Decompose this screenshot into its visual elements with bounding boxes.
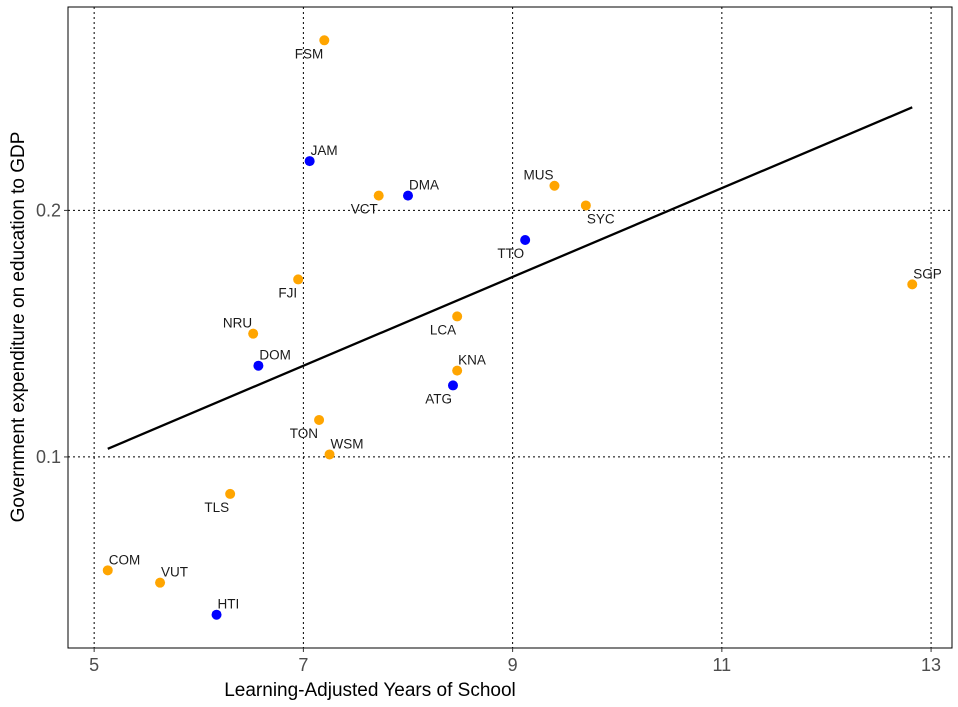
x-axis-ticks: 5 7 9 11 13	[89, 648, 941, 675]
x-tick-label: 5	[89, 655, 99, 675]
point-dma	[403, 190, 413, 201]
plot-panel	[67, 6, 953, 649]
point-labels-group: FSM JAM DMA VCT MUS SYC TTO SGP FJI LCA NRU DOM KNA A…	[109, 46, 942, 611]
point-label-dma: DMA	[409, 178, 439, 193]
point-label-tls: TLS	[204, 500, 229, 515]
y-tick-label: 0.1	[36, 447, 61, 467]
y-axis-ticks: 0.1 0.2	[36, 200, 68, 467]
point-com	[102, 565, 113, 576]
point-label-dom: DOM	[259, 348, 291, 363]
point-label-tto: TTO	[497, 246, 524, 261]
point-hti	[211, 609, 222, 620]
fit-line-group	[107, 106, 913, 450]
point-nru	[248, 328, 259, 339]
point-label-fji: FJI	[278, 285, 297, 300]
x-tick-label: 7	[298, 655, 308, 675]
point-jam	[304, 156, 315, 167]
point-label-lca: LCA	[430, 322, 456, 337]
point-ton	[314, 414, 325, 425]
x-axis-title: Learning-Adjusted Years of School	[224, 680, 516, 701]
point-tto	[520, 234, 531, 245]
point-label-ton: TON	[290, 426, 318, 441]
point-label-syc: SYC	[587, 211, 615, 226]
point-label-mus: MUS	[523, 168, 553, 183]
x-tick-label: 13	[921, 655, 941, 675]
point-label-fsm: FSM	[295, 46, 324, 61]
point-tls	[225, 488, 236, 499]
point-label-atg: ATG	[425, 391, 452, 406]
point-mus	[549, 180, 560, 191]
point-atg	[447, 380, 458, 391]
point-kna	[452, 365, 463, 376]
point-label-jam: JAM	[311, 143, 338, 158]
x-tick-label: 11	[713, 655, 732, 675]
y-axis-title: Government expenditure on education to G…	[8, 132, 29, 523]
point-fji	[293, 274, 304, 285]
point-label-com: COM	[109, 552, 141, 567]
point-vct	[373, 190, 384, 201]
point-label-sgp: SGP	[913, 266, 942, 281]
point-lca	[452, 311, 463, 322]
point-sgp	[907, 279, 918, 290]
points-group	[102, 35, 918, 620]
fit-line	[107, 106, 913, 450]
point-label-vct: VCT	[351, 202, 378, 217]
point-label-hti: HTI	[218, 597, 240, 612]
point-syc	[580, 200, 591, 211]
grid	[68, 7, 952, 648]
point-label-kna: KNA	[458, 353, 486, 368]
point-label-nru: NRU	[223, 316, 252, 331]
x-tick-label: 9	[508, 655, 518, 675]
point-wsm	[324, 449, 335, 460]
point-fsm	[319, 35, 330, 46]
point-label-vut: VUT	[161, 565, 188, 580]
point-vut	[155, 577, 166, 588]
point-label-wsm: WSM	[331, 436, 364, 451]
point-dom	[253, 360, 264, 371]
y-tick-label: 0.2	[36, 200, 61, 220]
